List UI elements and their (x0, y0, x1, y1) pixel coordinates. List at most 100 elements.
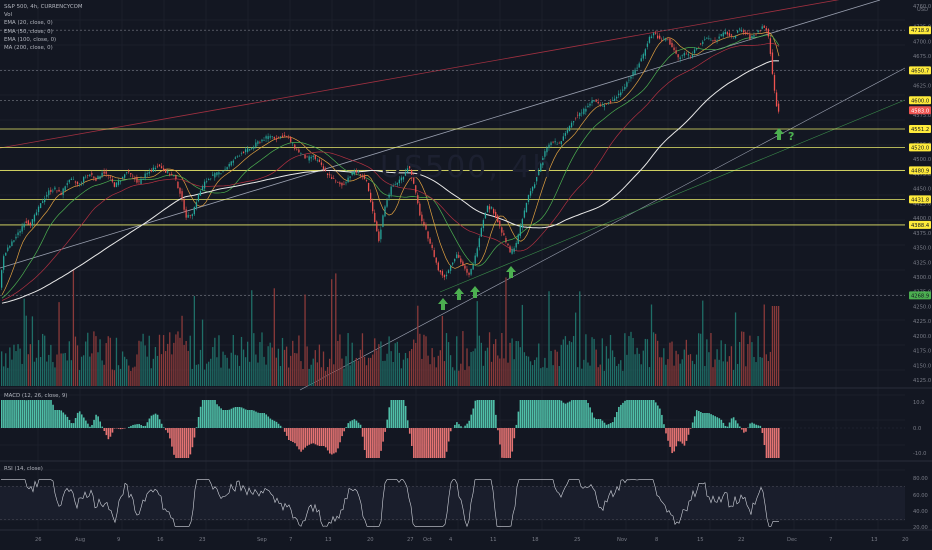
candle-body (761, 26, 763, 29)
macd-bar (427, 428, 429, 458)
candle-body (316, 160, 318, 161)
volume-bar (87, 332, 89, 386)
candle-body (413, 176, 415, 184)
volume-bar (472, 351, 474, 386)
volume-bar (478, 335, 480, 386)
volume-bar (538, 343, 540, 386)
volume-bar (68, 341, 70, 386)
volume-bar (134, 366, 136, 386)
volume-bar (562, 339, 564, 386)
macd-bar (609, 423, 612, 428)
macd-bar (306, 428, 309, 446)
volume-bar (259, 342, 261, 386)
volume-bar (56, 354, 58, 386)
candle-body (587, 105, 589, 108)
volume-bar (62, 353, 64, 386)
macd-bar (769, 428, 772, 458)
volume-bar (572, 336, 575, 386)
volume-bar (638, 353, 640, 386)
candle-body (466, 268, 468, 273)
volume-bar (115, 337, 118, 386)
macd-bar (603, 422, 606, 428)
volume-bar (249, 361, 251, 386)
volume-bar (154, 346, 157, 386)
price-tick: 4225.0 (913, 319, 931, 325)
macd-bar (638, 400, 641, 428)
volume-bar (607, 358, 610, 386)
volume-bar (736, 363, 739, 386)
candle-body (333, 178, 335, 179)
volume-bar (318, 344, 321, 386)
candle-body (648, 36, 651, 43)
macd-bar (83, 417, 85, 428)
volume-bar (486, 347, 489, 386)
candle-body (435, 257, 437, 263)
rsi-tick: 40.00 (913, 509, 928, 515)
candle-body (577, 114, 579, 116)
candle-body (441, 271, 444, 276)
candle-body (263, 140, 265, 141)
volume-bar (285, 346, 288, 386)
macd-bar (472, 408, 475, 428)
indicator-legend: S&P 500, 4h, CURRENCYCOM Vol EMA (20, cl… (4, 3, 83, 52)
volume-bar (689, 354, 692, 386)
macd-bar (234, 407, 237, 428)
macd-bar (326, 428, 329, 451)
volume-bar (513, 359, 515, 386)
volume-bar (449, 355, 452, 386)
volume-bar (550, 350, 552, 386)
ma200-line (1, 60, 780, 304)
candle-body (712, 40, 714, 41)
volume-bar (372, 354, 374, 386)
macd-bar (583, 400, 585, 428)
candle-body (726, 32, 728, 35)
candle-body (39, 203, 42, 209)
macd-bar (25, 400, 28, 428)
volume-bar (511, 338, 513, 386)
volume-bar (642, 350, 644, 386)
candle-body (76, 181, 79, 185)
candle-body (517, 234, 519, 245)
macd-label: MACD (12, 26, close, 9) (4, 393, 68, 399)
candle-body (337, 182, 339, 183)
candle-body (698, 46, 700, 48)
volume-bar (201, 319, 204, 386)
macd-bar (650, 400, 653, 428)
volume-bar (132, 367, 134, 386)
macd-bar (165, 428, 167, 431)
volume-bar (345, 356, 347, 386)
volume-bar (761, 357, 763, 386)
candle-body (134, 177, 136, 180)
macd-bar (285, 428, 288, 436)
candle-body (372, 201, 374, 212)
level-price-label: 4520.0 (911, 145, 929, 151)
volume-bar (618, 363, 620, 386)
candle-body (392, 186, 394, 187)
macd-bar (659, 408, 661, 428)
macd-bar (27, 400, 30, 428)
candle-body (95, 177, 97, 181)
macd-bar (618, 406, 620, 428)
candle-body (519, 225, 521, 236)
volume-bar (544, 357, 546, 386)
macd-bar (466, 423, 468, 428)
candle-body (203, 181, 206, 189)
candle-body (365, 180, 368, 181)
macd-bar (33, 400, 36, 428)
volume-bar (54, 367, 56, 386)
candle-body (425, 224, 427, 230)
candle-body (675, 50, 677, 54)
macd-tick: -10.0 (913, 451, 926, 457)
macd-bar (464, 425, 466, 428)
candle-body (35, 212, 38, 215)
candle-body (285, 136, 288, 138)
volume-bar (763, 304, 765, 386)
macd-histogram (0, 400, 905, 458)
candle-body (29, 222, 31, 226)
volume-bar (142, 333, 144, 386)
candle-body (388, 194, 390, 198)
candle-body (607, 102, 610, 104)
macd-bar (566, 402, 569, 428)
macd-bar (31, 400, 34, 428)
